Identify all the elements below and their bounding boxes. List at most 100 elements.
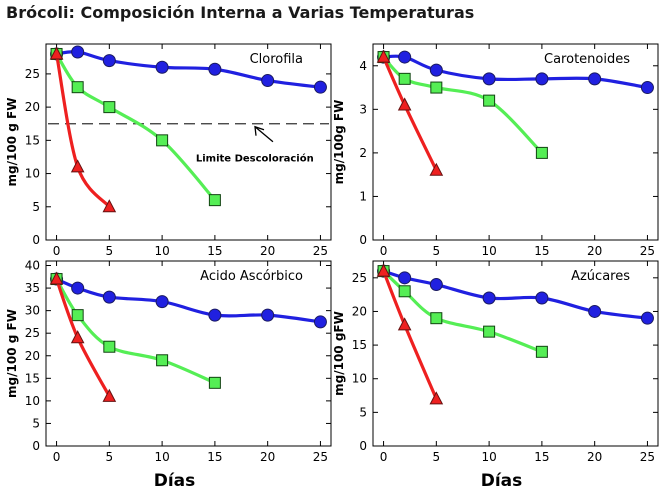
x-axis-label: Días — [481, 471, 523, 491]
data-point-red — [376, 49, 391, 63]
data-point-blue — [482, 72, 496, 86]
y-tick-label: 0 — [359, 439, 367, 453]
x-tick-label: 15 — [534, 244, 549, 258]
data-point-red — [376, 263, 391, 277]
y-tick-label: 25 — [25, 67, 40, 81]
chart-panel-4: 0 5 10 15 20 25 0 5 10 15 20 25 mg/100 gFW Días Azúcar… — [332, 260, 659, 491]
panel-title: Acido Ascórbico — [200, 269, 303, 284]
x-tick-label: 10 — [481, 450, 496, 464]
data-point-green — [71, 81, 84, 94]
data-point-blue — [208, 62, 222, 76]
y-tick-label: 10 — [25, 167, 40, 181]
data-point-green — [71, 309, 84, 322]
data-point-blue — [588, 72, 602, 86]
x-tick-label: 10 — [154, 450, 169, 464]
x-tick-label: 25 — [640, 450, 655, 464]
data-point-green — [535, 345, 548, 358]
data-point-red — [397, 317, 412, 331]
reference-line-label: Limite Descoloración — [196, 153, 314, 165]
y-tick-label: 5 — [32, 200, 40, 214]
data-point-green — [535, 146, 548, 159]
y-tick-label: 20 — [25, 349, 40, 363]
data-point-blue — [261, 74, 275, 88]
data-point-red — [102, 388, 117, 402]
y-tick-label: 15 — [352, 338, 367, 352]
data-point-red — [70, 330, 85, 344]
x-tick-label: 15 — [207, 450, 222, 464]
y-axis-label: mg/100 g FW — [5, 98, 19, 187]
y-tick-label: 1 — [359, 189, 367, 203]
y-tick-label: 40 — [25, 259, 40, 273]
page-title: Brócoli: Composición Interna a Varias Te… — [6, 3, 475, 22]
y-tick-label: 35 — [25, 281, 40, 295]
y-tick-label: 2 — [359, 146, 367, 160]
y-tick-label: 25 — [352, 271, 367, 285]
y-tick-label: 30 — [25, 304, 40, 318]
chart-panel-2: 0 5 10 15 20 25 0 1 2 3 4 mg/100g FW Carotenoides — [332, 43, 659, 258]
data-point-green — [103, 101, 116, 114]
chart-panel-1: 0 5 10 15 20 25 0 5 10 15 20 25 mg/100 g FW Clorofila… — [5, 43, 332, 258]
y-tick-label: 0 — [32, 439, 40, 453]
x-tick-label: 10 — [481, 244, 496, 258]
data-point-blue — [640, 311, 654, 325]
y-tick-label: 0 — [359, 233, 367, 247]
data-point-blue — [155, 60, 169, 74]
annotation-arrow-head — [254, 125, 265, 136]
y-tick-label: 20 — [25, 100, 40, 114]
series-line-red — [54, 53, 111, 208]
x-tick-label: 20 — [587, 244, 602, 258]
data-point-green — [430, 312, 443, 325]
data-point-green — [483, 94, 496, 107]
panel-frame — [45, 260, 332, 447]
data-point-blue — [398, 271, 412, 285]
data-point-blue — [102, 290, 116, 304]
series-line-blue — [55, 277, 321, 324]
y-axis-label: mg/100 gFW — [332, 311, 346, 396]
x-tick-label: 0 — [380, 450, 388, 464]
data-point-blue — [155, 295, 169, 309]
data-point-blue — [261, 308, 275, 322]
data-point-red — [397, 97, 412, 111]
data-point-red — [70, 159, 85, 173]
x-tick-label: 20 — [260, 244, 275, 258]
y-tick-label: 10 — [25, 394, 40, 408]
data-point-green — [483, 325, 496, 338]
data-point-blue — [71, 45, 85, 59]
panel-frame — [45, 43, 332, 241]
x-tick-label: 5 — [106, 450, 114, 464]
data-point-blue — [71, 281, 85, 295]
x-tick-label: 0 — [53, 450, 61, 464]
x-tick-label: 20 — [260, 450, 275, 464]
data-point-blue — [482, 291, 496, 305]
data-point-green — [398, 72, 411, 85]
data-point-red — [429, 162, 444, 176]
x-tick-label: 20 — [587, 450, 602, 464]
x-tick-label: 0 — [380, 244, 388, 258]
data-point-blue — [429, 63, 443, 77]
series-line-green — [55, 278, 216, 385]
y-tick-label: 25 — [25, 326, 40, 340]
data-point-green — [430, 81, 443, 94]
data-point-blue — [535, 72, 549, 86]
data-point-green — [156, 354, 169, 367]
panel-title: Carotenoides — [544, 52, 630, 67]
y-tick-label: 0 — [32, 233, 40, 247]
data-point-blue — [102, 54, 116, 68]
x-tick-label: 25 — [640, 244, 655, 258]
chart-panel-3: 0 5 10 15 20 25 0 5 10 15 20 25 30 35 40 mg/100 g FW Día… — [5, 259, 332, 491]
panel-frame — [372, 43, 659, 241]
x-axis-label: Días — [154, 471, 196, 491]
data-point-blue — [535, 291, 549, 305]
y-tick-label: 15 — [25, 371, 40, 385]
x-tick-label: 25 — [313, 450, 328, 464]
data-point-blue — [429, 278, 443, 292]
x-tick-label: 25 — [313, 244, 328, 258]
panel-title: Azúcares — [571, 269, 630, 284]
y-tick-label: 15 — [25, 133, 40, 147]
panel-title: Clorofila — [250, 52, 303, 67]
y-tick-label: 5 — [32, 416, 40, 430]
x-tick-label: 5 — [106, 244, 114, 258]
x-tick-label: 15 — [534, 450, 549, 464]
annotation-arrow — [254, 126, 274, 143]
